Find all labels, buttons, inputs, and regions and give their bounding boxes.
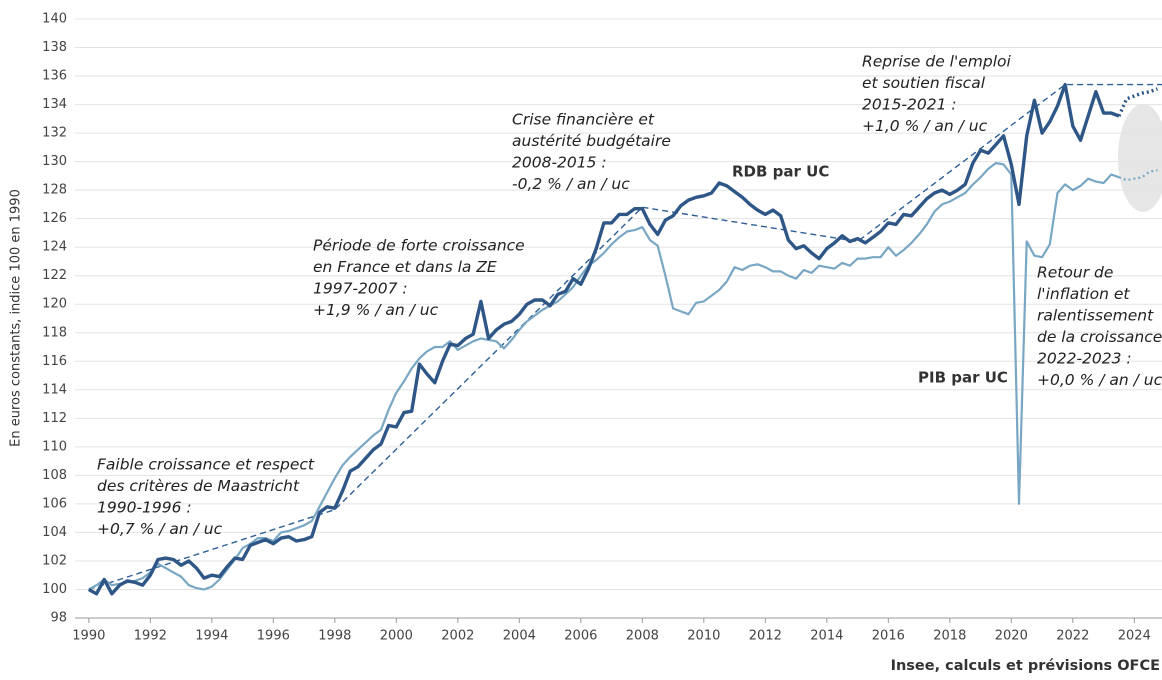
x-tick-label: 2014 [810,629,843,644]
forecast-shade [1118,104,1162,212]
annotation: -0,2 % / an / uc [512,175,630,193]
annotation: 1997-2007 : [313,280,408,298]
annotation: +0,7 % / an / uc [97,520,223,538]
y-tick-label: 130 [42,154,67,169]
annotation: Période de forte croissance [313,237,525,255]
annotation: l'inflation et [1037,285,1130,303]
series-label: PIB par UC [918,369,1008,387]
y-tick-label: 118 [42,325,67,340]
annotation: +0,0 % / an / uc [1037,371,1162,389]
x-tick-label: 2016 [872,629,905,644]
y-tick-label: 128 [42,183,67,198]
x-tick-label: 1994 [195,629,228,644]
annotation: austérité budgétaire [512,132,671,150]
annotation: 2022-2023 : [1037,350,1132,368]
x-tick-label: 2004 [503,629,536,644]
x-tick-label: 2002 [441,629,474,644]
x-tick-label: 1992 [134,629,167,644]
y-tick-label: 106 [42,496,67,511]
series-line [1117,87,1158,117]
annotation: +1,9 % / an / uc [313,301,439,319]
y-tick-label: 116 [42,354,67,369]
y-tick-label: 126 [42,211,67,226]
x-tick-label: 2024 [1118,629,1151,644]
y-tick-label: 138 [42,40,67,55]
y-tick-label: 112 [42,411,67,426]
x-tick-label: 1998 [318,629,351,644]
y-tick-label: 120 [42,297,67,312]
y-tick-label: 100 [42,582,67,597]
source: Insee, calculs et prévisions OFCE [891,658,1160,674]
y-tick-label: 134 [42,97,67,112]
annotation: 2015-2021 : [862,96,957,114]
x-tick-label: 2000 [380,629,413,644]
y-tick-label: 102 [42,553,67,568]
annotation: Crise financière et [512,111,655,129]
x-tick-label: 2018 [933,629,966,644]
annotation: 2008-2015 : [512,154,607,172]
annotation: ralentissement [1037,307,1154,325]
x-tick-label: 2010 [687,629,720,644]
y-tick-label: 114 [42,382,67,397]
x-tick-label: 1996 [257,629,290,644]
x-tick-label: 2020 [995,629,1028,644]
y-tick-label: 104 [42,525,67,540]
x-tick-label: 1990 [72,629,105,644]
series-label: RDB par UC [732,163,829,181]
annotation: 1990-1996 : [97,499,192,517]
y-tick-label: 124 [42,240,67,255]
annotation: de la croissance [1037,328,1162,346]
series-line [88,161,1120,591]
y-axis-label: En euros constants, indice 100 en 1990 [9,189,24,447]
annotation: en France et dans la ZE [313,258,497,276]
x-tick-label: 2022 [1056,629,1089,644]
series-line [87,82,1120,596]
x-tick-label: 2012 [749,629,782,644]
y-tick-label: 122 [42,268,67,283]
series-line [1118,169,1158,182]
annotation: Retour de [1037,264,1113,282]
y-tick-label: 110 [42,439,67,454]
annotation: Reprise de l'emploi [862,53,1011,71]
y-tick-label: 108 [42,468,67,483]
x-tick-label: 2008 [626,629,659,644]
annotation: des critères de Maastricht [97,477,300,495]
y-tick-label: 132 [42,126,67,141]
trend-line [88,83,1162,591]
annotation: Faible croissance et respect [97,456,315,474]
annotation: et soutien fiscal [862,74,986,92]
y-tick-label: 136 [42,69,67,84]
x-tick-label: 2006 [564,629,597,644]
annotation: +1,0 % / an / uc [862,117,988,135]
y-tick-label: 140 [42,12,67,27]
y-tick-label: 98 [50,611,67,626]
